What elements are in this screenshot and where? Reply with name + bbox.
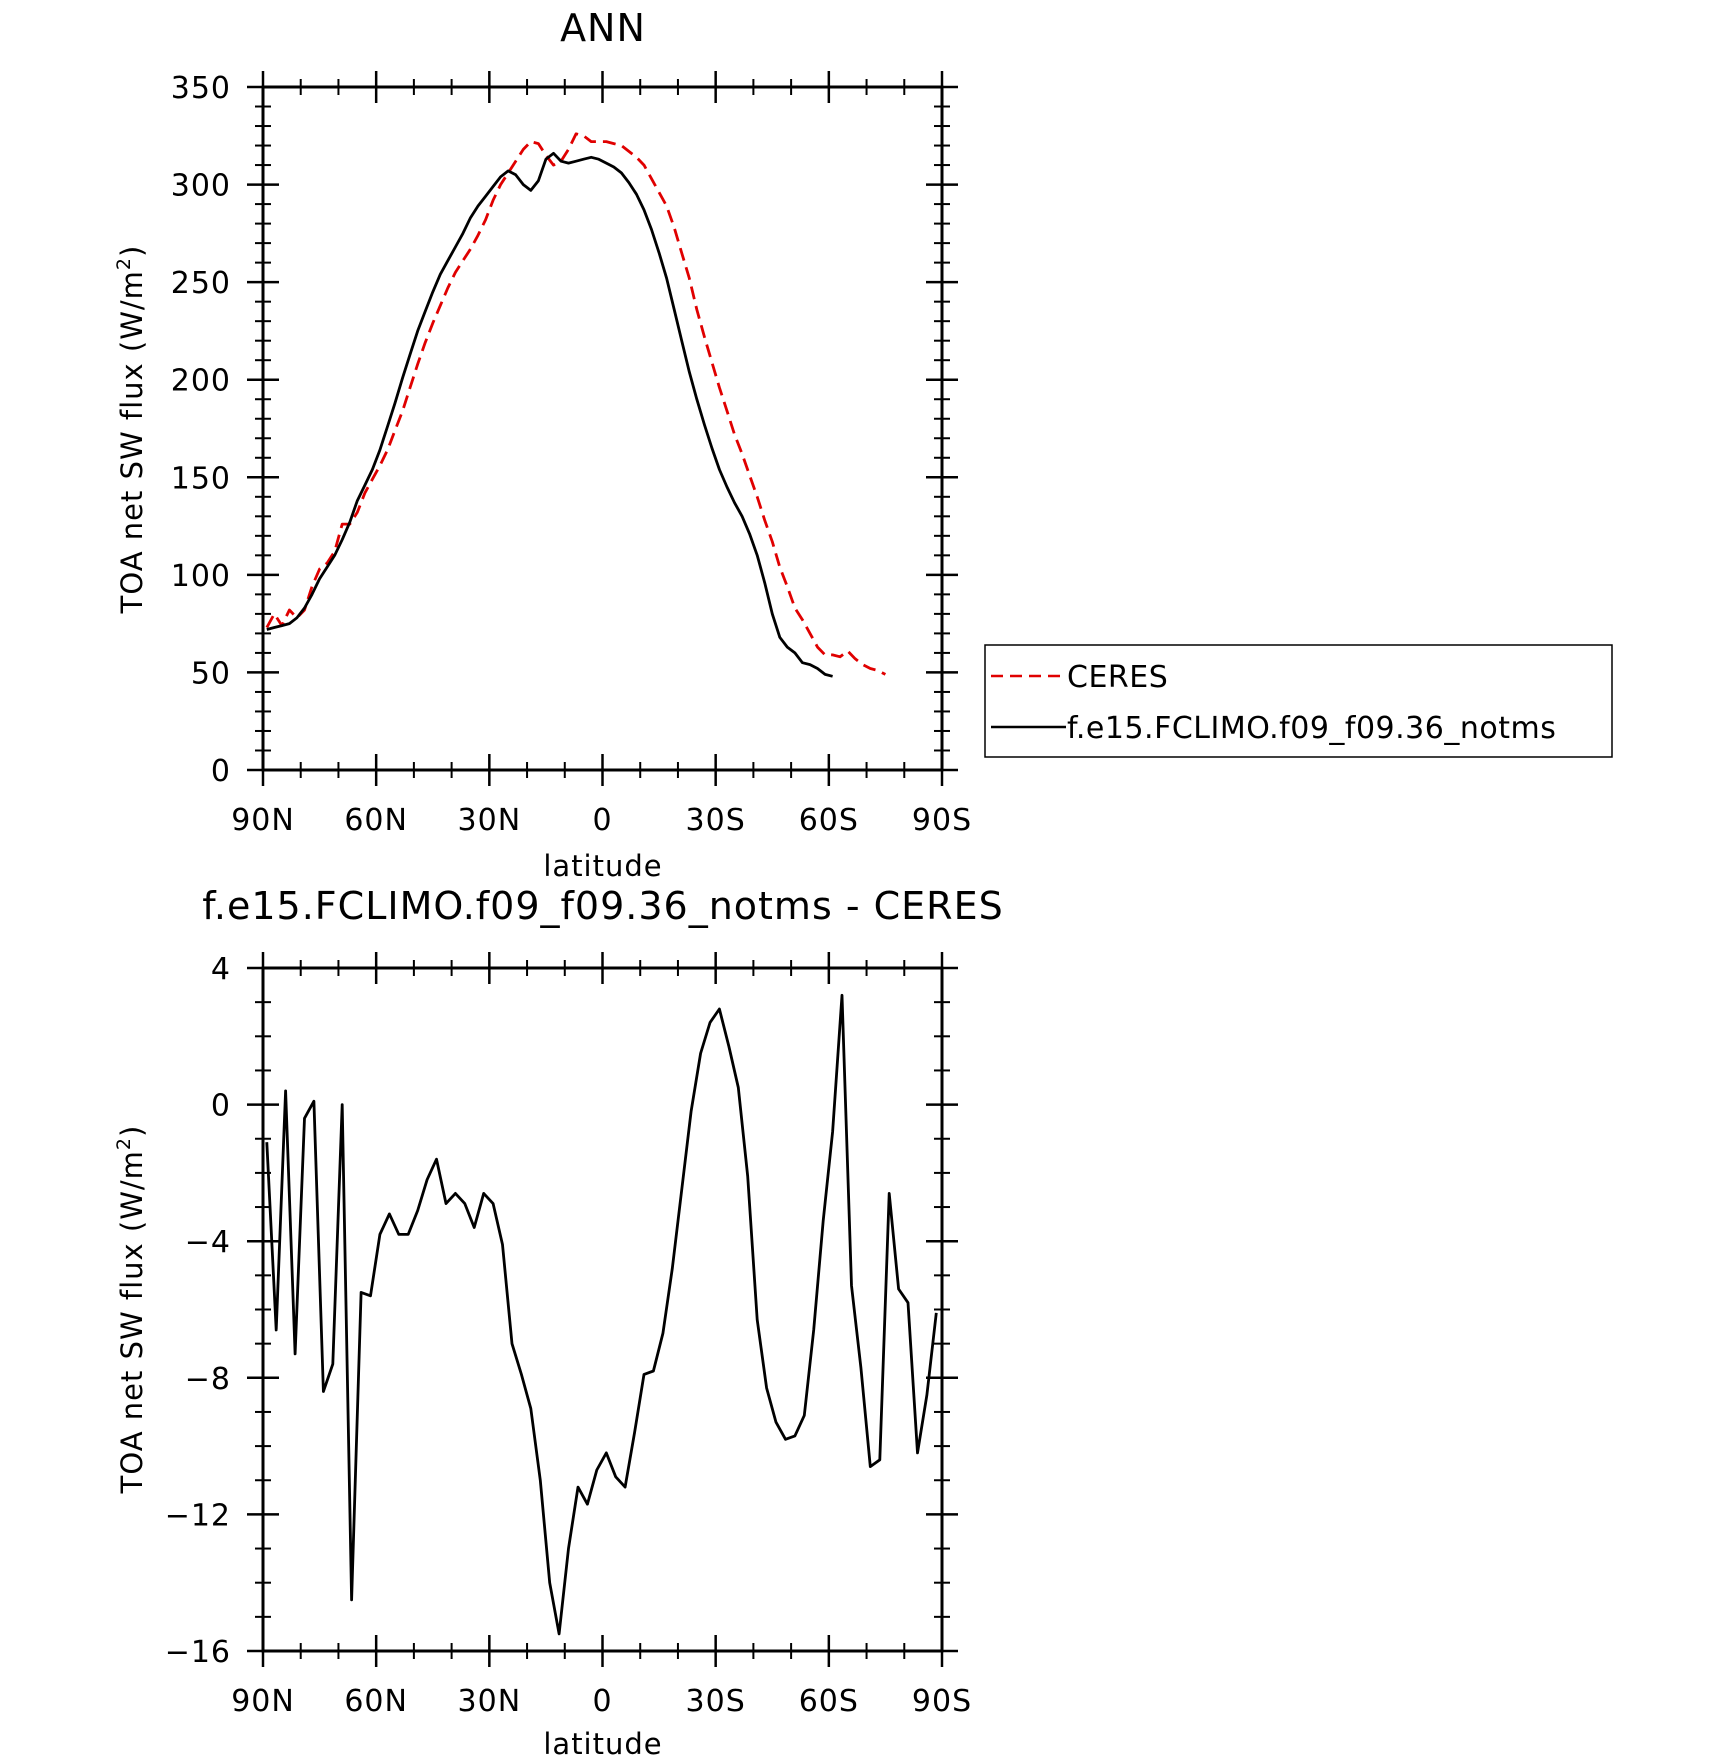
top-series-group — [265, 132, 887, 678]
y-tick-label: 0 — [211, 1089, 231, 1124]
top-axis-ticks — [247, 71, 958, 786]
y-tick-label: 200 — [171, 364, 231, 399]
bottom-axis-ticks — [247, 952, 958, 1667]
y-tick-label: 100 — [171, 559, 231, 594]
y-tick-label: 350 — [171, 71, 231, 106]
top-chart-title: ANN — [560, 6, 646, 50]
x-tick-label: 60S — [799, 803, 859, 838]
y-tick-label: −8 — [185, 1362, 231, 1397]
bottom-chart-title: f.e15.FCLIMO.f09_f09.36_notms - CERES — [202, 884, 1003, 928]
x-tick-label: 90N — [231, 803, 295, 838]
series-line-difference — [265, 993, 938, 1636]
y-tick-label: 0 — [211, 754, 231, 789]
x-tick-label: 30N — [458, 803, 522, 838]
bottom-plot-frame — [261, 966, 944, 1653]
y-tick-label: 250 — [171, 266, 231, 301]
top-panel: ANN 90N 60N 30N 0 30S 60S 90S 0 50 100 150 200 250 3… — [113, 6, 1613, 883]
y-tick-label: 300 — [171, 169, 231, 204]
y-tick-label: −12 — [165, 1498, 231, 1533]
y-tick-label: 50 — [191, 656, 231, 691]
x-tick-label: 60N — [344, 1684, 408, 1719]
bottom-panel: f.e15.FCLIMO.f09_f09.36_notms - CERES 90… — [113, 884, 1003, 1761]
x-tick-label: 0 — [592, 1684, 612, 1719]
x-tick-label: 90S — [912, 803, 972, 838]
x-tick-label: 30S — [686, 803, 746, 838]
y-tick-label: −4 — [185, 1225, 231, 1260]
top-y-axis-label: TOA net SW flux (W/m2) — [113, 245, 149, 615]
x-tick-label: 60N — [344, 803, 408, 838]
y-tick-label: 150 — [171, 461, 231, 496]
x-tick-label: 0 — [592, 803, 612, 838]
series-line-model — [266, 151, 833, 678]
bottom-y-axis-label: TOA net SW flux (W/m2) — [113, 1125, 149, 1495]
legend: CERES f.e15.FCLIMO.f09_f09.36_notms — [984, 644, 1613, 758]
top-plot-frame — [261, 85, 944, 772]
series-line-ceres — [265, 132, 887, 676]
top-x-axis-label: latitude — [543, 849, 662, 883]
bottom-series-group — [265, 993, 938, 1636]
legend-label-model: f.e15.FCLIMO.f09_f09.36_notms — [1067, 711, 1556, 746]
x-tick-label: 90N — [231, 1684, 295, 1719]
legend-box — [984, 644, 1613, 758]
bottom-plot-area — [247, 952, 958, 1667]
x-tick-label: 60S — [799, 1684, 859, 1719]
bottom-y-tick-labels: −16 −12 −8 −4 0 4 — [165, 952, 231, 1670]
y-tick-label: 4 — [211, 952, 231, 987]
x-tick-label: 30N — [458, 1684, 522, 1719]
bottom-x-axis-label: latitude — [543, 1727, 662, 1756]
bottom-x-tick-labels: 90N 60N 30N 0 30S 60S 90S — [231, 1684, 972, 1719]
top-plot-area — [247, 71, 958, 786]
top-x-tick-labels: 90N 60N 30N 0 30S 60S 90S — [231, 803, 972, 838]
legend-label-ceres: CERES — [1067, 660, 1168, 695]
top-y-tick-labels: 0 50 100 150 200 250 300 350 — [171, 71, 231, 789]
x-tick-label: 90S — [912, 1684, 972, 1719]
x-tick-label: 30S — [686, 1684, 746, 1719]
y-tick-label: −16 — [165, 1635, 231, 1670]
